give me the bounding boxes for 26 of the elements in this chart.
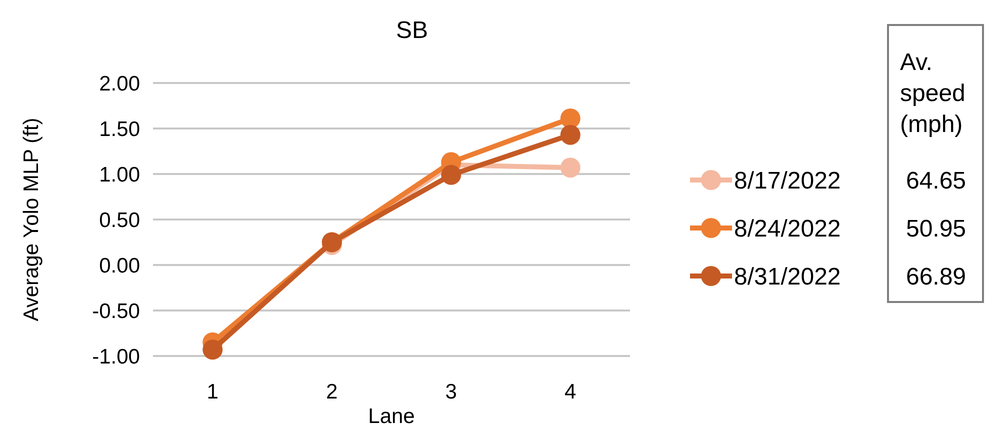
y-tick-label: 2.00 [99,72,140,96]
legend-label: 8/31/2022 [734,263,841,290]
y-tick-label: 0.00 [99,254,140,278]
point [560,124,580,145]
legend-label: 8/17/2022 [734,167,841,194]
legend-label: 8/24/2022 [734,215,841,242]
y-tick-label: -0.50 [92,300,140,323]
x-axis-title: Lane [368,405,415,428]
x-tick-label: 4 [564,380,577,404]
x-tick-label: 3 [445,380,457,404]
text: 64.65 [906,167,966,194]
point [560,158,580,178]
y-tick-label: -1.00 [92,345,140,368]
y-tick-label: 1.00 [99,163,140,186]
chart-title: SB [396,17,428,44]
point [202,340,223,360]
x-tick-label: 2 [326,380,338,404]
y-tick-label: 1.50 [99,118,140,141]
point [560,108,580,128]
y-axis-title: Average Yolo MLP (ft) [20,118,43,322]
text: 50.95 [906,215,966,242]
y-tick-label: 0.50 [99,208,140,232]
point [441,164,462,185]
x-tick-label: 1 [206,380,218,404]
text: Av. speed (mph) [900,49,966,138]
text: 66.89 [906,263,966,290]
